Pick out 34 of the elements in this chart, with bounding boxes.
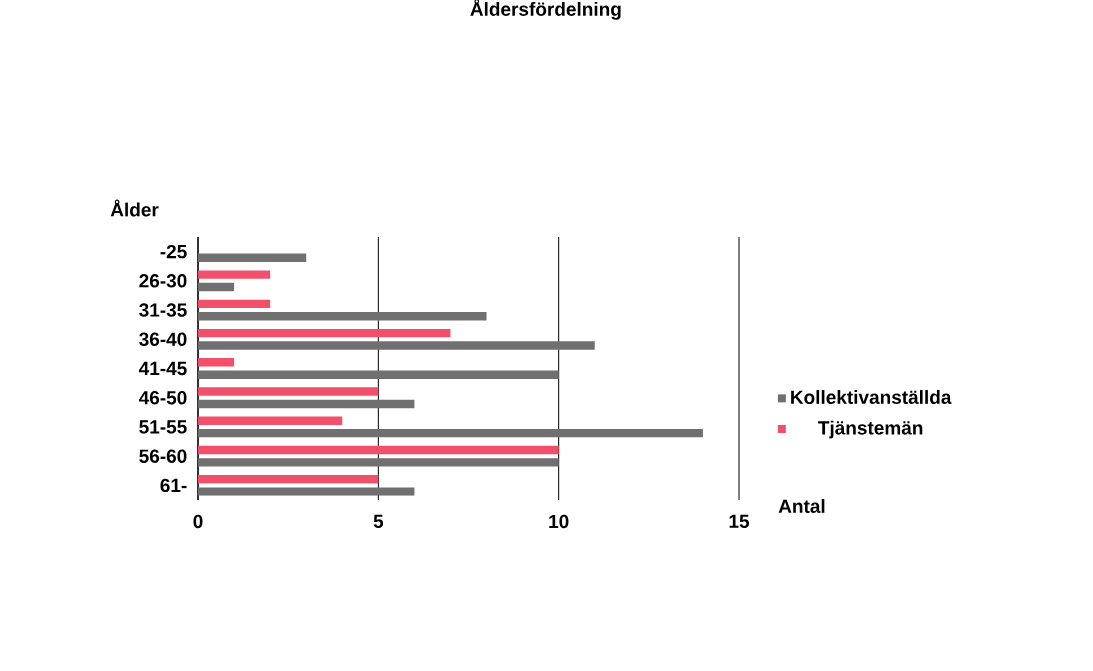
bar bbox=[198, 253, 307, 263]
y-tick-label: 31-35 bbox=[139, 303, 187, 317]
bar bbox=[198, 282, 235, 292]
bar bbox=[198, 487, 415, 496]
bar bbox=[198, 358, 235, 367]
y-tick-label: 61- bbox=[160, 478, 187, 493]
bar bbox=[198, 270, 271, 279]
bar bbox=[198, 458, 559, 467]
x-axis-title: Antal bbox=[778, 499, 825, 513]
x-tick-label: 15 bbox=[729, 514, 750, 528]
x-tick-label: 5 bbox=[373, 514, 384, 528]
y-tick-label: 51-55 bbox=[139, 420, 187, 434]
bar bbox=[198, 328, 451, 338]
legend-label: Kollektivanställda bbox=[791, 390, 952, 405]
bar bbox=[198, 312, 487, 321]
y-tick-label: 36-40 bbox=[139, 332, 187, 347]
x-tick-label: 0 bbox=[193, 514, 203, 529]
y-tick-label: 56-60 bbox=[139, 449, 187, 463]
bar bbox=[198, 399, 415, 409]
bar bbox=[198, 416, 343, 425]
bar bbox=[198, 387, 379, 396]
bar bbox=[198, 299, 271, 309]
x-tick-label: 10 bbox=[549, 514, 569, 529]
bar bbox=[198, 445, 559, 455]
y-tick-label: 41-45 bbox=[138, 361, 187, 376]
bar bbox=[198, 341, 595, 350]
bar bbox=[198, 428, 703, 438]
legend-label: Tjänstemän bbox=[818, 420, 923, 439]
y-tick-label: 46-50 bbox=[138, 391, 187, 405]
bar bbox=[198, 370, 559, 379]
bar bbox=[198, 475, 379, 484]
y-axis-title: Ålder bbox=[110, 199, 159, 217]
y-tick-label: -25 bbox=[160, 244, 187, 259]
y-tick-label: 26-30 bbox=[139, 274, 187, 288]
